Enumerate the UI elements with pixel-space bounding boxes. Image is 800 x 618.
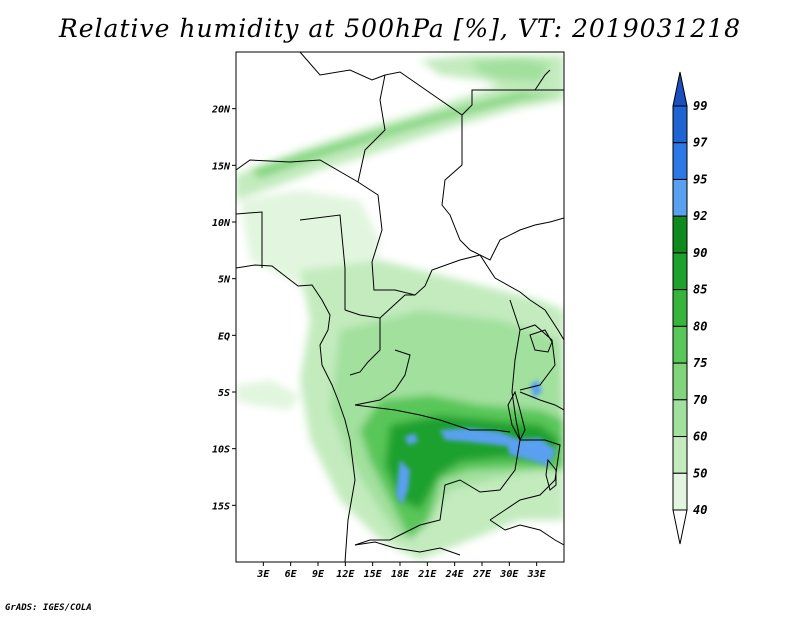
humidity-saturated-3 xyxy=(505,438,556,466)
longitude-axis: 3E 6E 9E 12E 15E 18E 21E 24E 27E 30E 33E xyxy=(256,562,547,580)
colorbar-label: 50 xyxy=(693,466,707,480)
border xyxy=(354,541,461,556)
humidity-saturated-1 xyxy=(396,460,410,505)
colorbar-segment xyxy=(672,472,688,511)
lat-tick-label: EQ xyxy=(218,331,230,342)
colorbar-label: 95 xyxy=(693,172,707,186)
lake xyxy=(534,69,551,91)
colorbar-label: 75 xyxy=(693,356,707,370)
border xyxy=(236,159,531,301)
colorbar-label: 97 xyxy=(693,136,708,150)
lon-tick-label: 3E xyxy=(256,569,270,580)
lon-tick-label: 12E xyxy=(336,569,355,580)
lat-tick-label: 5S xyxy=(218,388,230,399)
border xyxy=(461,89,564,116)
lon-tick-label: 30E xyxy=(499,569,519,580)
colorbar-segment xyxy=(672,178,688,217)
colorbar-segment xyxy=(672,252,688,291)
lon-tick-label: 27E xyxy=(472,569,492,580)
chart-title: Relative humidity at 500hPa [%], VT: 201… xyxy=(58,14,742,43)
lon-tick-label: 33E xyxy=(527,569,547,580)
coastline xyxy=(236,264,356,562)
credit-text: GrADS: IGES/COLA xyxy=(5,603,92,613)
colorbar-label: 92 xyxy=(693,209,707,223)
latitude-axis: 20N 15N 10N 5N EQ 5S 10S 15S xyxy=(211,105,236,512)
lon-tick-label: 24E xyxy=(445,569,465,580)
lake xyxy=(545,458,557,491)
lat-tick-label: 20N xyxy=(211,105,231,116)
colorbar-label: 99 xyxy=(693,99,707,113)
colorbar-label: 80 xyxy=(693,319,707,333)
border xyxy=(299,214,346,310)
colorbar-label: 40 xyxy=(693,503,707,517)
colorbar-label: 60 xyxy=(693,430,707,444)
humidity-band-core xyxy=(250,84,564,178)
colorbar-bottom-arrow xyxy=(672,509,688,545)
border xyxy=(354,299,521,546)
lat-tick-label: 15N xyxy=(212,161,231,172)
colorbar-segment xyxy=(672,399,688,438)
border xyxy=(489,439,561,521)
humidity-coastal-strip xyxy=(236,380,300,410)
humidity-saturated-2 xyxy=(440,428,520,446)
lat-tick-label: 5N xyxy=(218,275,231,286)
border xyxy=(344,309,381,376)
colorbar-segment xyxy=(672,289,688,327)
humidity-saturated-5 xyxy=(405,433,418,445)
coastlines-and-borders xyxy=(236,52,564,562)
colorbar-label: 90 xyxy=(693,246,707,260)
border xyxy=(489,519,564,546)
lon-tick-label: 9E xyxy=(312,569,325,580)
humidity-field xyxy=(236,55,564,560)
colorbar-segment xyxy=(672,325,688,364)
border xyxy=(379,294,415,319)
humidity-patch-ne-core xyxy=(470,58,550,82)
colorbar-label: 85 xyxy=(693,283,707,297)
lat-tick-label: 10S xyxy=(212,445,230,456)
lon-tick-label: 15E xyxy=(364,569,383,580)
colorbar-segment xyxy=(672,105,688,144)
border xyxy=(354,404,511,433)
border xyxy=(299,52,386,81)
colorbar-top-arrow xyxy=(672,71,688,107)
lake xyxy=(529,329,553,353)
border xyxy=(519,324,556,391)
colorbar-segment xyxy=(672,142,688,180)
lon-tick-label: 18E xyxy=(391,569,410,580)
colorbar-label: 70 xyxy=(693,393,707,407)
lat-tick-label: 15S xyxy=(212,501,230,512)
colorbar: 99 97 95 92 90 85 80 75 70 60 50 40 xyxy=(672,71,708,545)
border xyxy=(519,391,564,411)
colorbar-segment xyxy=(672,436,688,474)
border xyxy=(469,217,564,261)
lon-tick-label: 6E xyxy=(285,569,298,580)
colorbar-segment xyxy=(672,215,688,254)
border xyxy=(529,299,564,341)
border xyxy=(357,71,471,251)
border xyxy=(236,211,263,268)
humidity-saturated-4 xyxy=(530,380,542,398)
lake xyxy=(507,390,526,442)
border xyxy=(354,349,411,406)
lon-tick-label: 21E xyxy=(417,569,437,580)
colorbar-segment xyxy=(672,362,688,401)
lat-tick-label: 10N xyxy=(212,218,231,229)
